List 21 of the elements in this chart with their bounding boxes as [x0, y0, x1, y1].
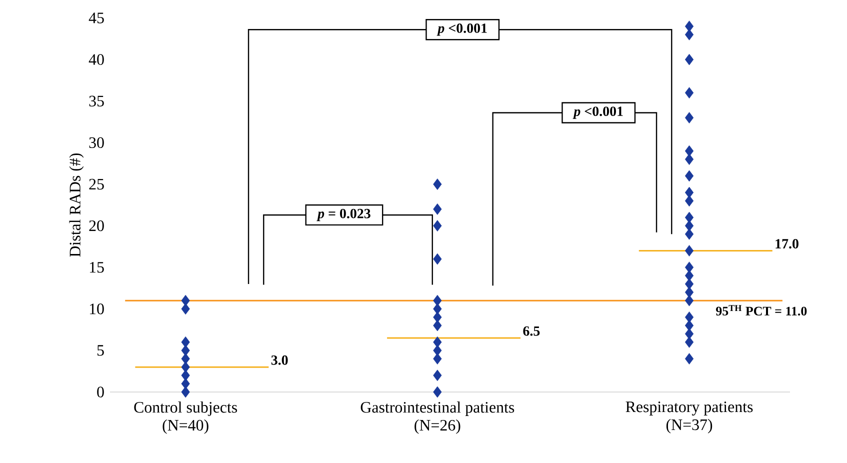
y-tick-label: 35: [89, 96, 104, 106]
ref-line-label: 17.0: [776, 239, 798, 249]
annotation: p <0.001: [436, 24, 487, 36]
annotation: p <0.001: [572, 106, 623, 119]
annotation: p = 0.023: [316, 208, 370, 222]
x-tick-label: Control subjects (N=40): [134, 401, 238, 434]
x-tick-label: Gastrointestinal patients (N=26): [360, 401, 514, 434]
y-tick-label: 40: [88, 54, 104, 65]
y-tick-label: 5: [97, 345, 104, 356]
y-tick-label: 25: [89, 178, 104, 190]
y-tick-label: 45: [88, 12, 104, 24]
y-tick-label: 15: [90, 262, 104, 273]
ref-line-label: 3.0: [271, 355, 288, 365]
x-tick-label: Respiratory patients (N=37): [626, 402, 753, 434]
y-tick-label: 20: [89, 220, 104, 232]
ref-line-label: 6.5: [523, 326, 540, 336]
y-axis-title: Distal RADs (#): [69, 153, 84, 257]
y-tick-label: 30: [89, 137, 104, 148]
y-tick-label: 0: [97, 386, 104, 398]
y-tick-label: 10: [90, 304, 104, 314]
ref-line-label: 95$^{TH}$ PCT = 11.0: [716, 305, 807, 316]
